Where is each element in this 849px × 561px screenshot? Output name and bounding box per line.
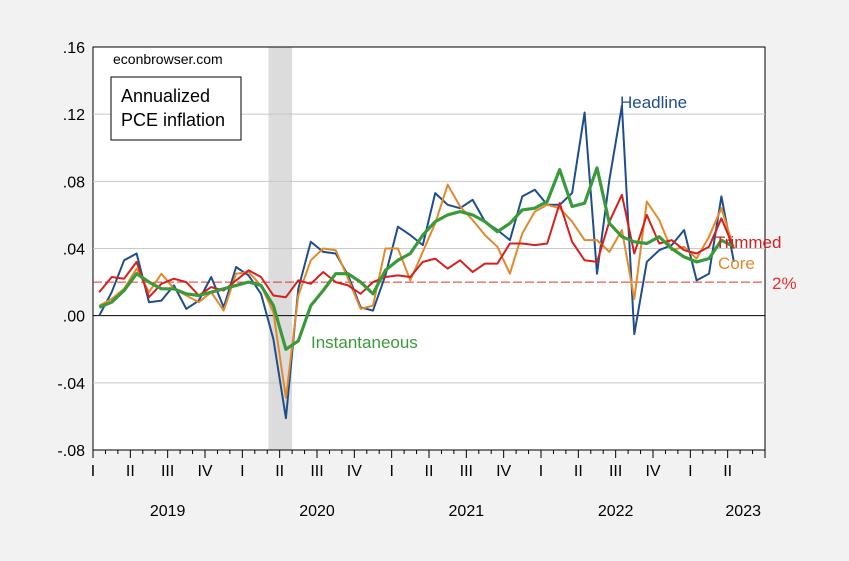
series-label-core: Core: [718, 254, 755, 273]
y-tick-label: .04: [63, 242, 85, 259]
x-quarter-label: III: [310, 463, 323, 480]
y-tick-label: .12: [63, 107, 85, 124]
series-label-headline: Headline: [620, 93, 687, 112]
watermark-label: econbrowser.com: [113, 51, 223, 67]
series-line-core: [98, 183, 735, 399]
series-line-trimmed: [98, 193, 735, 299]
y-tick-label: -.08: [57, 443, 85, 460]
x-quarter-label: IV: [645, 463, 660, 480]
legend-box: [110, 76, 242, 141]
y-tick-label: .16: [63, 40, 85, 57]
x-quarter-label: II: [126, 463, 135, 480]
x-quarter-label: IV: [197, 463, 212, 480]
series-label-instantaneous: Instantaneous: [311, 333, 418, 352]
x-year-label: 2021: [449, 503, 485, 520]
x-quarter-label: I: [91, 463, 95, 480]
legend-box-line-1: Annualized: [121, 86, 210, 106]
x-year-label: 2020: [299, 503, 335, 520]
x-quarter-label: IV: [347, 463, 362, 480]
y-tick-label: .00: [63, 309, 85, 326]
x-quarter-label: II: [275, 463, 284, 480]
y-tick-label: .08: [63, 174, 85, 191]
x-quarter-label: III: [460, 463, 473, 480]
x-year-label: 2019: [150, 503, 186, 520]
x-quarter-label: III: [609, 463, 622, 480]
x-quarter-label: I: [688, 463, 692, 480]
x-quarter-label: II: [425, 463, 434, 480]
series-label-trimmed: Trimmed: [715, 233, 781, 252]
series-line-instantaneous: [98, 166, 735, 351]
x-quarter-label: II: [723, 463, 732, 480]
x-quarter-label: I: [539, 463, 543, 480]
x-quarter-label: III: [161, 463, 174, 480]
legend-box-line-2: PCE inflation: [121, 110, 225, 130]
reference-line-label: 2%: [772, 274, 797, 293]
x-year-label: 2023: [725, 503, 761, 520]
x-year-label: 2022: [598, 503, 634, 520]
x-quarter-label: I: [389, 463, 393, 480]
y-tick-label: -.04: [57, 376, 85, 393]
x-quarter-label: I: [240, 463, 244, 480]
x-quarter-label: II: [574, 463, 583, 480]
x-quarter-label: IV: [496, 463, 511, 480]
